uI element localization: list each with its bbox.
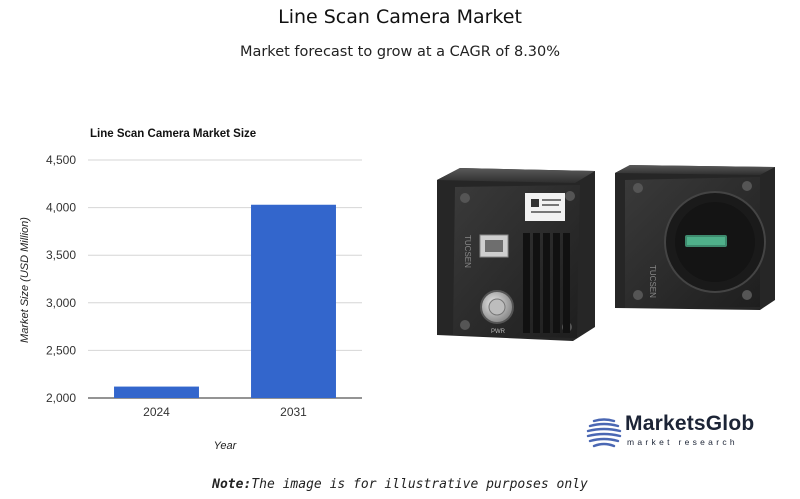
camera-brand-side: TUCSEN: [648, 265, 657, 298]
bar-2031: [251, 204, 336, 398]
x-axis-ticks: 2024 2031: [143, 405, 307, 419]
camera-product-image: TUCSEN PWR TUCSEN: [437, 165, 775, 341]
y-tick-label: 2,000: [46, 391, 76, 405]
market-size-bar-chart: Line Scan Camera Market Size 2,000 2,500 3…: [19, 128, 362, 452]
page-title: Line Scan Camera Market: [278, 6, 522, 28]
x-tick-label: 2024: [143, 405, 170, 419]
y-axis-ticks: 2,000 2,500 3,000 3,500 4,000 4,500: [46, 153, 76, 405]
bar-2024: [114, 386, 199, 398]
page-subtitle: Market forecast to grow at a CAGR of 8.3…: [239, 44, 561, 60]
y-tick-label: 3,500: [46, 248, 76, 262]
chart-bars: [114, 204, 336, 398]
chart-title: Line Scan Camera Market Size: [90, 128, 256, 140]
y-tick-label: 4,000: [46, 201, 76, 215]
y-tick-label: 2,500: [46, 343, 76, 357]
camera-port-label: PWR: [491, 329, 506, 335]
globe-lines-icon: [586, 418, 622, 448]
footer-note-text: The image is for illustrative purposes o…: [251, 477, 588, 492]
logo-name: MarketsGlob: [625, 412, 755, 435]
heatsink-fins: [523, 233, 570, 333]
camera-brand-back: TUCSEN: [463, 235, 472, 268]
marketsglob-logo: MarketsGlob market research: [585, 412, 785, 452]
logo-tagline: market research: [627, 437, 738, 447]
camera-front-unit: TUCSEN: [615, 165, 775, 310]
footer-note-label: Note:: [212, 477, 252, 492]
x-tick-label: 2031: [280, 405, 307, 419]
camera-back-unit: PWR TUCSEN: [437, 168, 595, 341]
y-tick-label: 4,500: [46, 153, 76, 167]
x-axis-label: Year: [214, 440, 238, 452]
y-tick-label: 3,000: [46, 296, 76, 310]
y-axis-label: Market Size (USD Million): [19, 217, 31, 343]
footer-note: Note:The image is for illustrative purpo…: [0, 477, 800, 492]
